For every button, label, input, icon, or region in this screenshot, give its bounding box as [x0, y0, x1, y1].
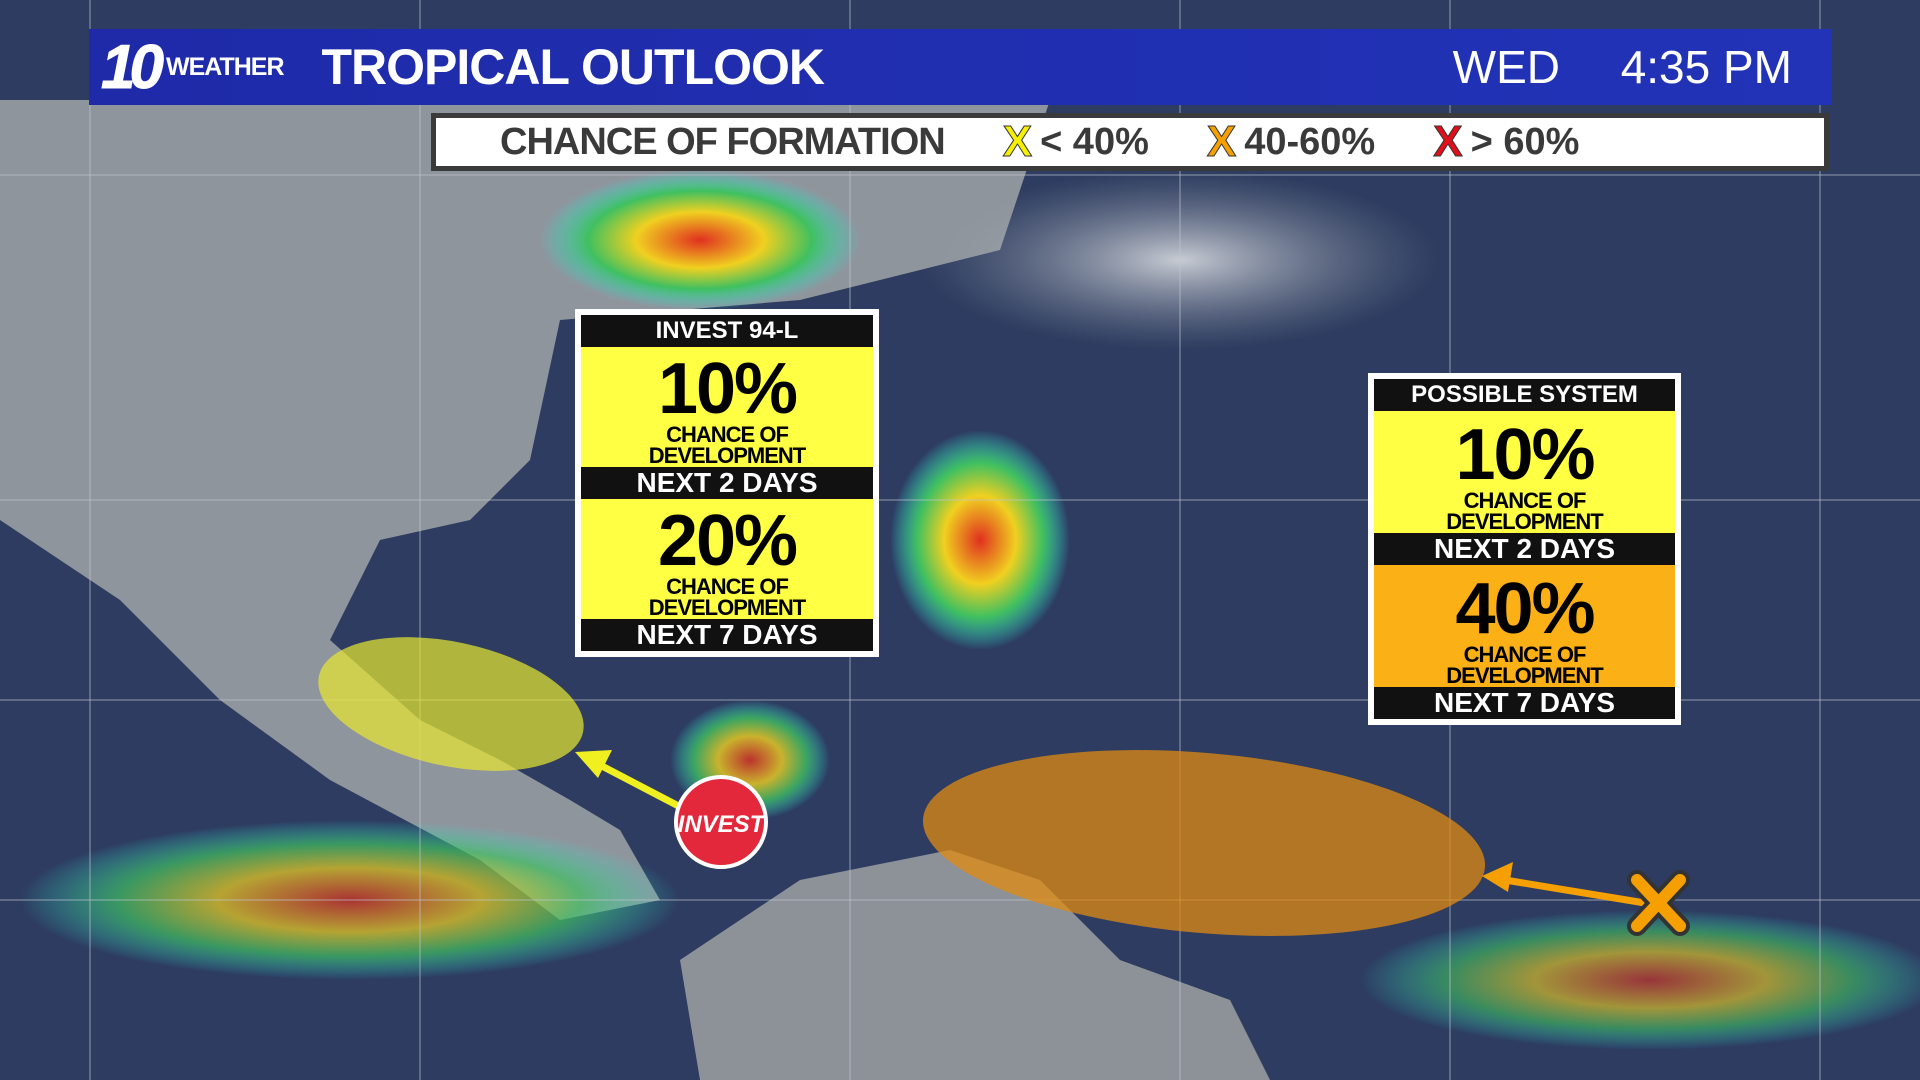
logo-text: WEATHER	[165, 52, 285, 81]
seven-day-label: NEXT 7 DAYS	[581, 619, 873, 651]
development-label: DEVELOPMENT	[1446, 662, 1603, 688]
station-logo: 10 WEATHER	[101, 32, 285, 103]
invest-94l-area	[318, 637, 584, 771]
chance-label: CHANCE OF	[666, 574, 789, 599]
card-title: INVEST 94-L	[581, 315, 873, 347]
header-bar: 10 WEATHER TROPICAL OUTLOOK WED 4:35 PM	[89, 29, 1832, 105]
development-label: DEVELOPMENT	[648, 594, 806, 620]
page-title: TROPICAL OUTLOOK	[321, 39, 826, 95]
invest-94l-card: INVEST 94-L 10% CHANCE OF DEVELOPMENT NE…	[575, 309, 879, 657]
north-america-land	[0, 100, 1050, 920]
legend-label: CHANCE OF FORMATION	[500, 120, 946, 163]
possible-system-x-icon-fill	[1631, 874, 1686, 932]
legend-x-icon-high: X	[1433, 117, 1463, 167]
possible-system-arrow	[1482, 862, 1646, 907]
possible-system-card: POSSIBLE SYSTEM 10% CHANCE OF DEVELOPMEN…	[1368, 373, 1681, 725]
card-title: POSSIBLE SYSTEM	[1374, 379, 1675, 411]
two-day-section: 10% CHANCE OF DEVELOPMENT	[1374, 411, 1675, 533]
legend-text-low: < 40%	[1040, 120, 1149, 163]
invest-arrow	[575, 750, 692, 816]
seven-day-label: NEXT 7 DAYS	[1374, 687, 1675, 719]
seven-day-section: 40% CHANCE OF DEVELOPMENT	[1374, 565, 1675, 687]
legend-text-medium: 40-60%	[1244, 120, 1376, 163]
development-label: DEVELOPMENT	[648, 442, 806, 468]
legend-x-icon-medium: X	[1206, 117, 1237, 167]
two-day-label: NEXT 2 DAYS	[581, 467, 873, 499]
legend-text-high: > 60%	[1470, 120, 1580, 163]
time-label: 4:35 PM	[1620, 41, 1792, 93]
two-day-percent: 10%	[1455, 415, 1595, 495]
two-day-label: NEXT 2 DAYS	[1374, 533, 1675, 565]
formation-legend: CHANCE OF FORMATION X < 40% X 40-60% X >…	[431, 113, 1829, 171]
day-label: WED	[1452, 41, 1560, 93]
development-label: DEVELOPMENT	[1446, 508, 1603, 534]
two-day-section: 10% CHANCE OF DEVELOPMENT	[581, 347, 873, 467]
invest-marker: INVEST	[674, 775, 768, 869]
svg-text:INVEST: INVEST	[678, 811, 767, 838]
two-day-percent: 10%	[657, 349, 798, 429]
chance-label: CHANCE OF	[666, 422, 789, 447]
logo-number: 10	[101, 32, 165, 102]
chance-label: CHANCE OF	[1463, 642, 1587, 667]
possible-system-area	[922, 750, 1486, 936]
seven-day-section: 20% CHANCE OF DEVELOPMENT	[581, 499, 873, 619]
seven-day-percent: 40%	[1455, 569, 1595, 649]
seven-day-percent: 20%	[657, 501, 798, 581]
south-america-land	[680, 850, 1270, 1080]
legend-x-icon-low: X	[1002, 117, 1033, 167]
chance-label: CHANCE OF	[1463, 488, 1587, 513]
